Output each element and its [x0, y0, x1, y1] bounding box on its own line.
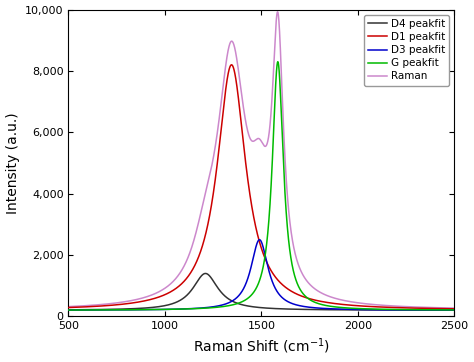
G peakfit: [452, 308, 457, 312]
G peakfit: [311, 300, 317, 304]
D4 peakfit: [311, 307, 317, 312]
G peakfit: [275, 60, 281, 64]
D4 peakfit: [373, 308, 378, 312]
D4 peakfit: [205, 273, 211, 277]
X-axis label: Raman Shift (cm$^{-1}$): Raman Shift (cm$^{-1}$): [193, 337, 330, 357]
D1 peakfit: [373, 304, 378, 309]
G peakfit: [85, 308, 91, 312]
D1 peakfit: [352, 303, 357, 308]
Raman: [294, 258, 300, 262]
G peakfit: [352, 306, 357, 311]
D1 peakfit: [205, 220, 211, 225]
D1 peakfit: [452, 307, 457, 311]
D3 peakfit: [65, 308, 71, 312]
D1 peakfit: [65, 306, 71, 310]
Raman: [373, 303, 378, 307]
D4 peakfit: [85, 307, 91, 312]
Raman: [452, 306, 457, 310]
Raman: [65, 304, 71, 309]
D3 peakfit: [85, 308, 91, 312]
Line: Raman: Raman: [68, 12, 455, 308]
Raman: [85, 303, 91, 308]
D3 peakfit: [311, 306, 317, 310]
Line: D4 peakfit: D4 peakfit: [68, 273, 455, 310]
D4 peakfit: [352, 308, 357, 312]
G peakfit: [294, 280, 300, 285]
D1 peakfit: [228, 63, 234, 67]
D4 peakfit: [294, 307, 300, 311]
D3 peakfit: [352, 307, 357, 312]
Raman: [205, 180, 211, 184]
Raman: [352, 300, 357, 304]
Y-axis label: Intensity (a.u.): Intensity (a.u.): [6, 112, 19, 214]
D1 peakfit: [85, 304, 91, 309]
D3 peakfit: [294, 303, 300, 307]
D4 peakfit: [65, 308, 71, 312]
Line: D1 peakfit: D1 peakfit: [68, 65, 455, 309]
G peakfit: [205, 306, 211, 310]
Raman: [311, 286, 317, 290]
G peakfit: [65, 308, 71, 312]
D3 peakfit: [452, 308, 457, 312]
Legend: D4 peakfit, D1 peakfit, D3 peakfit, G peakfit, Raman: D4 peakfit, D1 peakfit, D3 peakfit, G pe…: [364, 15, 449, 85]
Line: G peakfit: G peakfit: [68, 62, 455, 310]
D3 peakfit: [373, 308, 378, 312]
D3 peakfit: [205, 305, 211, 310]
D4 peakfit: [203, 271, 209, 275]
D1 peakfit: [294, 292, 300, 296]
D1 peakfit: [311, 298, 317, 302]
D4 peakfit: [452, 308, 457, 312]
Line: D3 peakfit: D3 peakfit: [68, 240, 455, 310]
Raman: [275, 10, 281, 14]
D3 peakfit: [257, 237, 263, 242]
G peakfit: [373, 307, 378, 311]
